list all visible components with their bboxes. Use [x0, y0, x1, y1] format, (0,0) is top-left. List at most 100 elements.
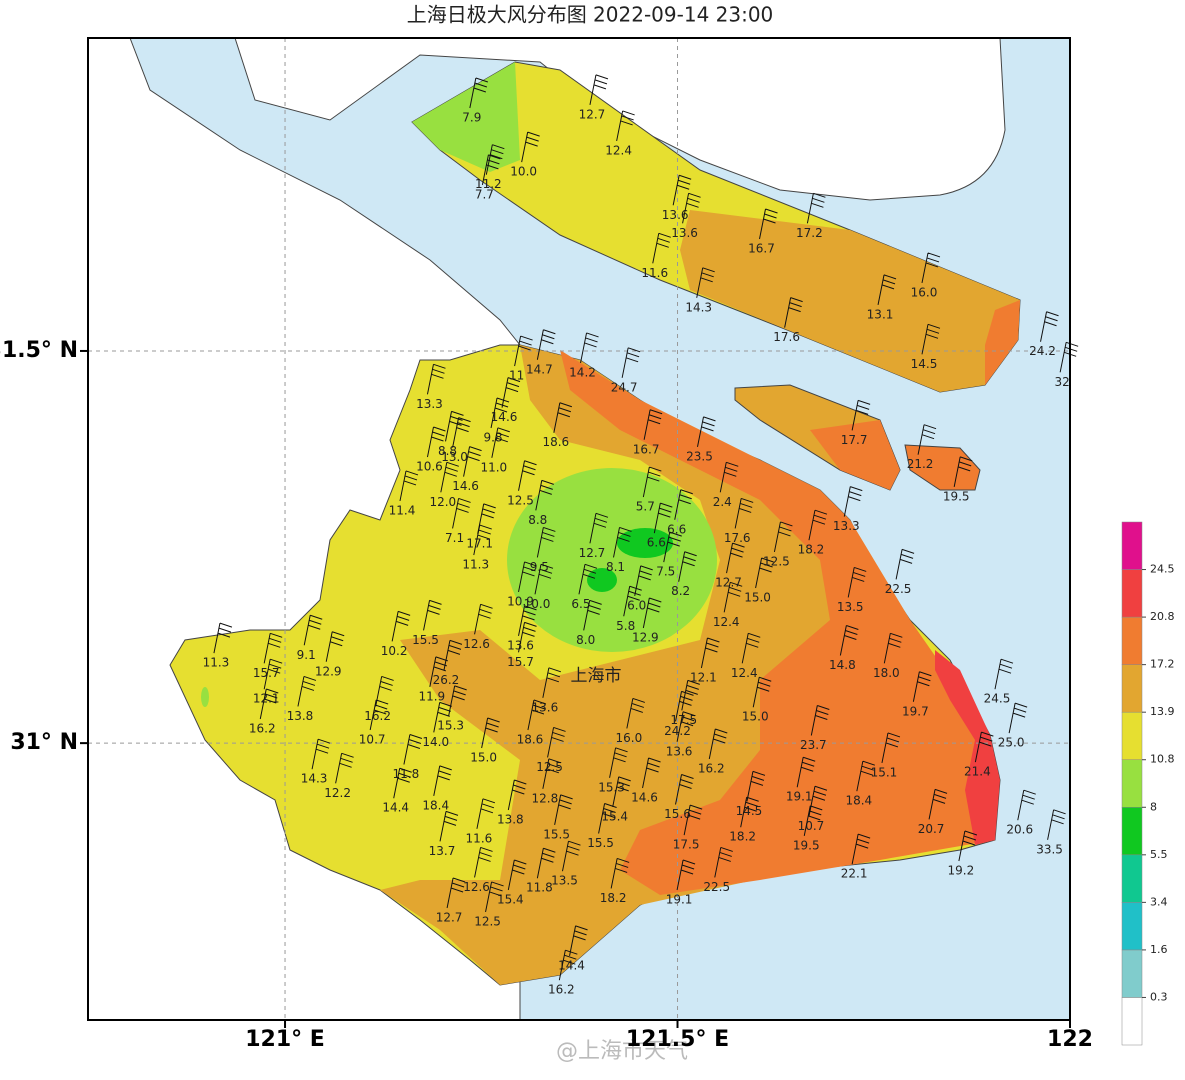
wind-barb	[623, 585, 642, 617]
wind-barb	[443, 639, 463, 671]
station-value: 23.5	[686, 449, 713, 463]
station-value: 7.5	[656, 565, 675, 579]
wind-barb	[676, 711, 696, 742]
station-value: 13.3	[416, 397, 443, 411]
zone-orange	[680, 210, 1020, 392]
wind-barb	[569, 925, 588, 956]
wind-barb	[507, 779, 527, 811]
wind-barb	[403, 734, 423, 765]
station-value: 12.7	[579, 546, 606, 560]
wind-barb	[719, 461, 739, 493]
place-label: 上海市	[571, 666, 622, 686]
wind-barb	[452, 497, 471, 529]
legend-swatch	[1121, 902, 1143, 951]
station-value: 14.7	[526, 362, 553, 376]
wind-barb	[490, 397, 510, 429]
station-value: 12.0	[429, 495, 456, 509]
station-value: 7.1	[445, 531, 464, 545]
station-value: 14.6	[631, 791, 658, 805]
wind-barb	[953, 456, 973, 487]
wind-barb	[542, 758, 562, 789]
station-value: 15.7	[507, 655, 534, 669]
wind-barb	[616, 110, 635, 142]
wind-barb	[675, 774, 694, 805]
wind-barb	[558, 949, 578, 981]
wind-barb	[881, 732, 901, 764]
station-value: 12.1	[690, 671, 717, 685]
station-value: 21.2	[907, 457, 934, 471]
watermark: @上海市天气	[556, 1039, 688, 1064]
station-value: 14.8	[829, 658, 856, 672]
station-value: 13.8	[287, 709, 314, 723]
wind-barb	[700, 637, 720, 669]
station-value: 6.6	[647, 536, 666, 550]
station-value: 23.7	[800, 738, 827, 752]
station-value: 16.2	[249, 722, 276, 736]
station-value: 12.7	[436, 911, 463, 925]
wind-barb	[393, 767, 412, 799]
station-value: 8.1	[606, 560, 625, 574]
wind-barb	[672, 174, 692, 206]
wind-barb	[297, 675, 317, 707]
legend-label: 0.3	[1150, 990, 1168, 1003]
station-value: 17.5	[670, 713, 697, 727]
station-value: 15.6	[664, 807, 691, 821]
wind-barb	[554, 794, 573, 825]
station-value: 12.4	[731, 666, 758, 680]
station-value: 16.0	[615, 731, 642, 745]
wind-barb	[263, 632, 283, 664]
station-value: 12.5	[474, 914, 501, 928]
station-value: 6.0	[627, 598, 646, 612]
wind-barb	[682, 192, 701, 224]
legend-swatch	[1121, 616, 1143, 665]
wind-barb	[856, 760, 876, 792]
wind-barb	[501, 377, 521, 408]
station-value: 12.6	[463, 880, 490, 894]
wind-barb	[553, 402, 573, 433]
zone-green-dark	[587, 568, 617, 592]
wind-barb	[325, 631, 345, 662]
wind-barb	[759, 208, 778, 240]
station-value: 12.9	[632, 631, 659, 645]
station-value: 15.4	[601, 809, 628, 823]
wind-barb	[803, 805, 823, 836]
wind-barb	[610, 857, 630, 889]
legend-swatch	[1121, 807, 1143, 856]
station-value: 14.5	[911, 357, 938, 371]
y-tick-label: 31.5° N	[0, 338, 78, 363]
wind-barb	[477, 503, 496, 535]
wind-barb	[1008, 702, 1028, 734]
wind-barb	[518, 561, 537, 593]
station-value: 13.6	[507, 638, 534, 652]
wind-barb	[653, 502, 673, 534]
wind-barb	[535, 479, 554, 511]
wind-barb	[642, 597, 662, 629]
wind-barb	[335, 752, 354, 784]
station-value: 12.5	[536, 760, 563, 774]
wind-barb	[518, 460, 537, 491]
wind-barb	[476, 798, 496, 829]
wind-barb	[773, 521, 793, 553]
station-value: 11.8	[526, 881, 553, 895]
wind-barb	[439, 810, 459, 842]
station-value: 14.0	[422, 735, 449, 749]
station-value: 9.1	[297, 648, 316, 662]
station-value: 15.0	[744, 591, 771, 605]
station-value: 24.5	[984, 692, 1011, 706]
station-value: 33.5	[1036, 842, 1063, 856]
wind-barb	[683, 804, 703, 836]
wind-barb	[921, 252, 941, 284]
wind-barb	[423, 599, 442, 631]
wind-barb	[612, 776, 631, 807]
wind-barb	[681, 679, 700, 711]
wind-barb	[734, 497, 754, 529]
wind-barb	[752, 676, 772, 708]
station-value: 12.6	[463, 637, 490, 651]
station-value: 13.6	[666, 744, 693, 758]
station-value: 11.3	[462, 558, 489, 572]
station-value: 24.2	[1029, 344, 1056, 358]
zone-orange-dark	[985, 300, 1020, 385]
station-value: 7.9	[462, 111, 481, 125]
wind-barb	[851, 833, 871, 865]
